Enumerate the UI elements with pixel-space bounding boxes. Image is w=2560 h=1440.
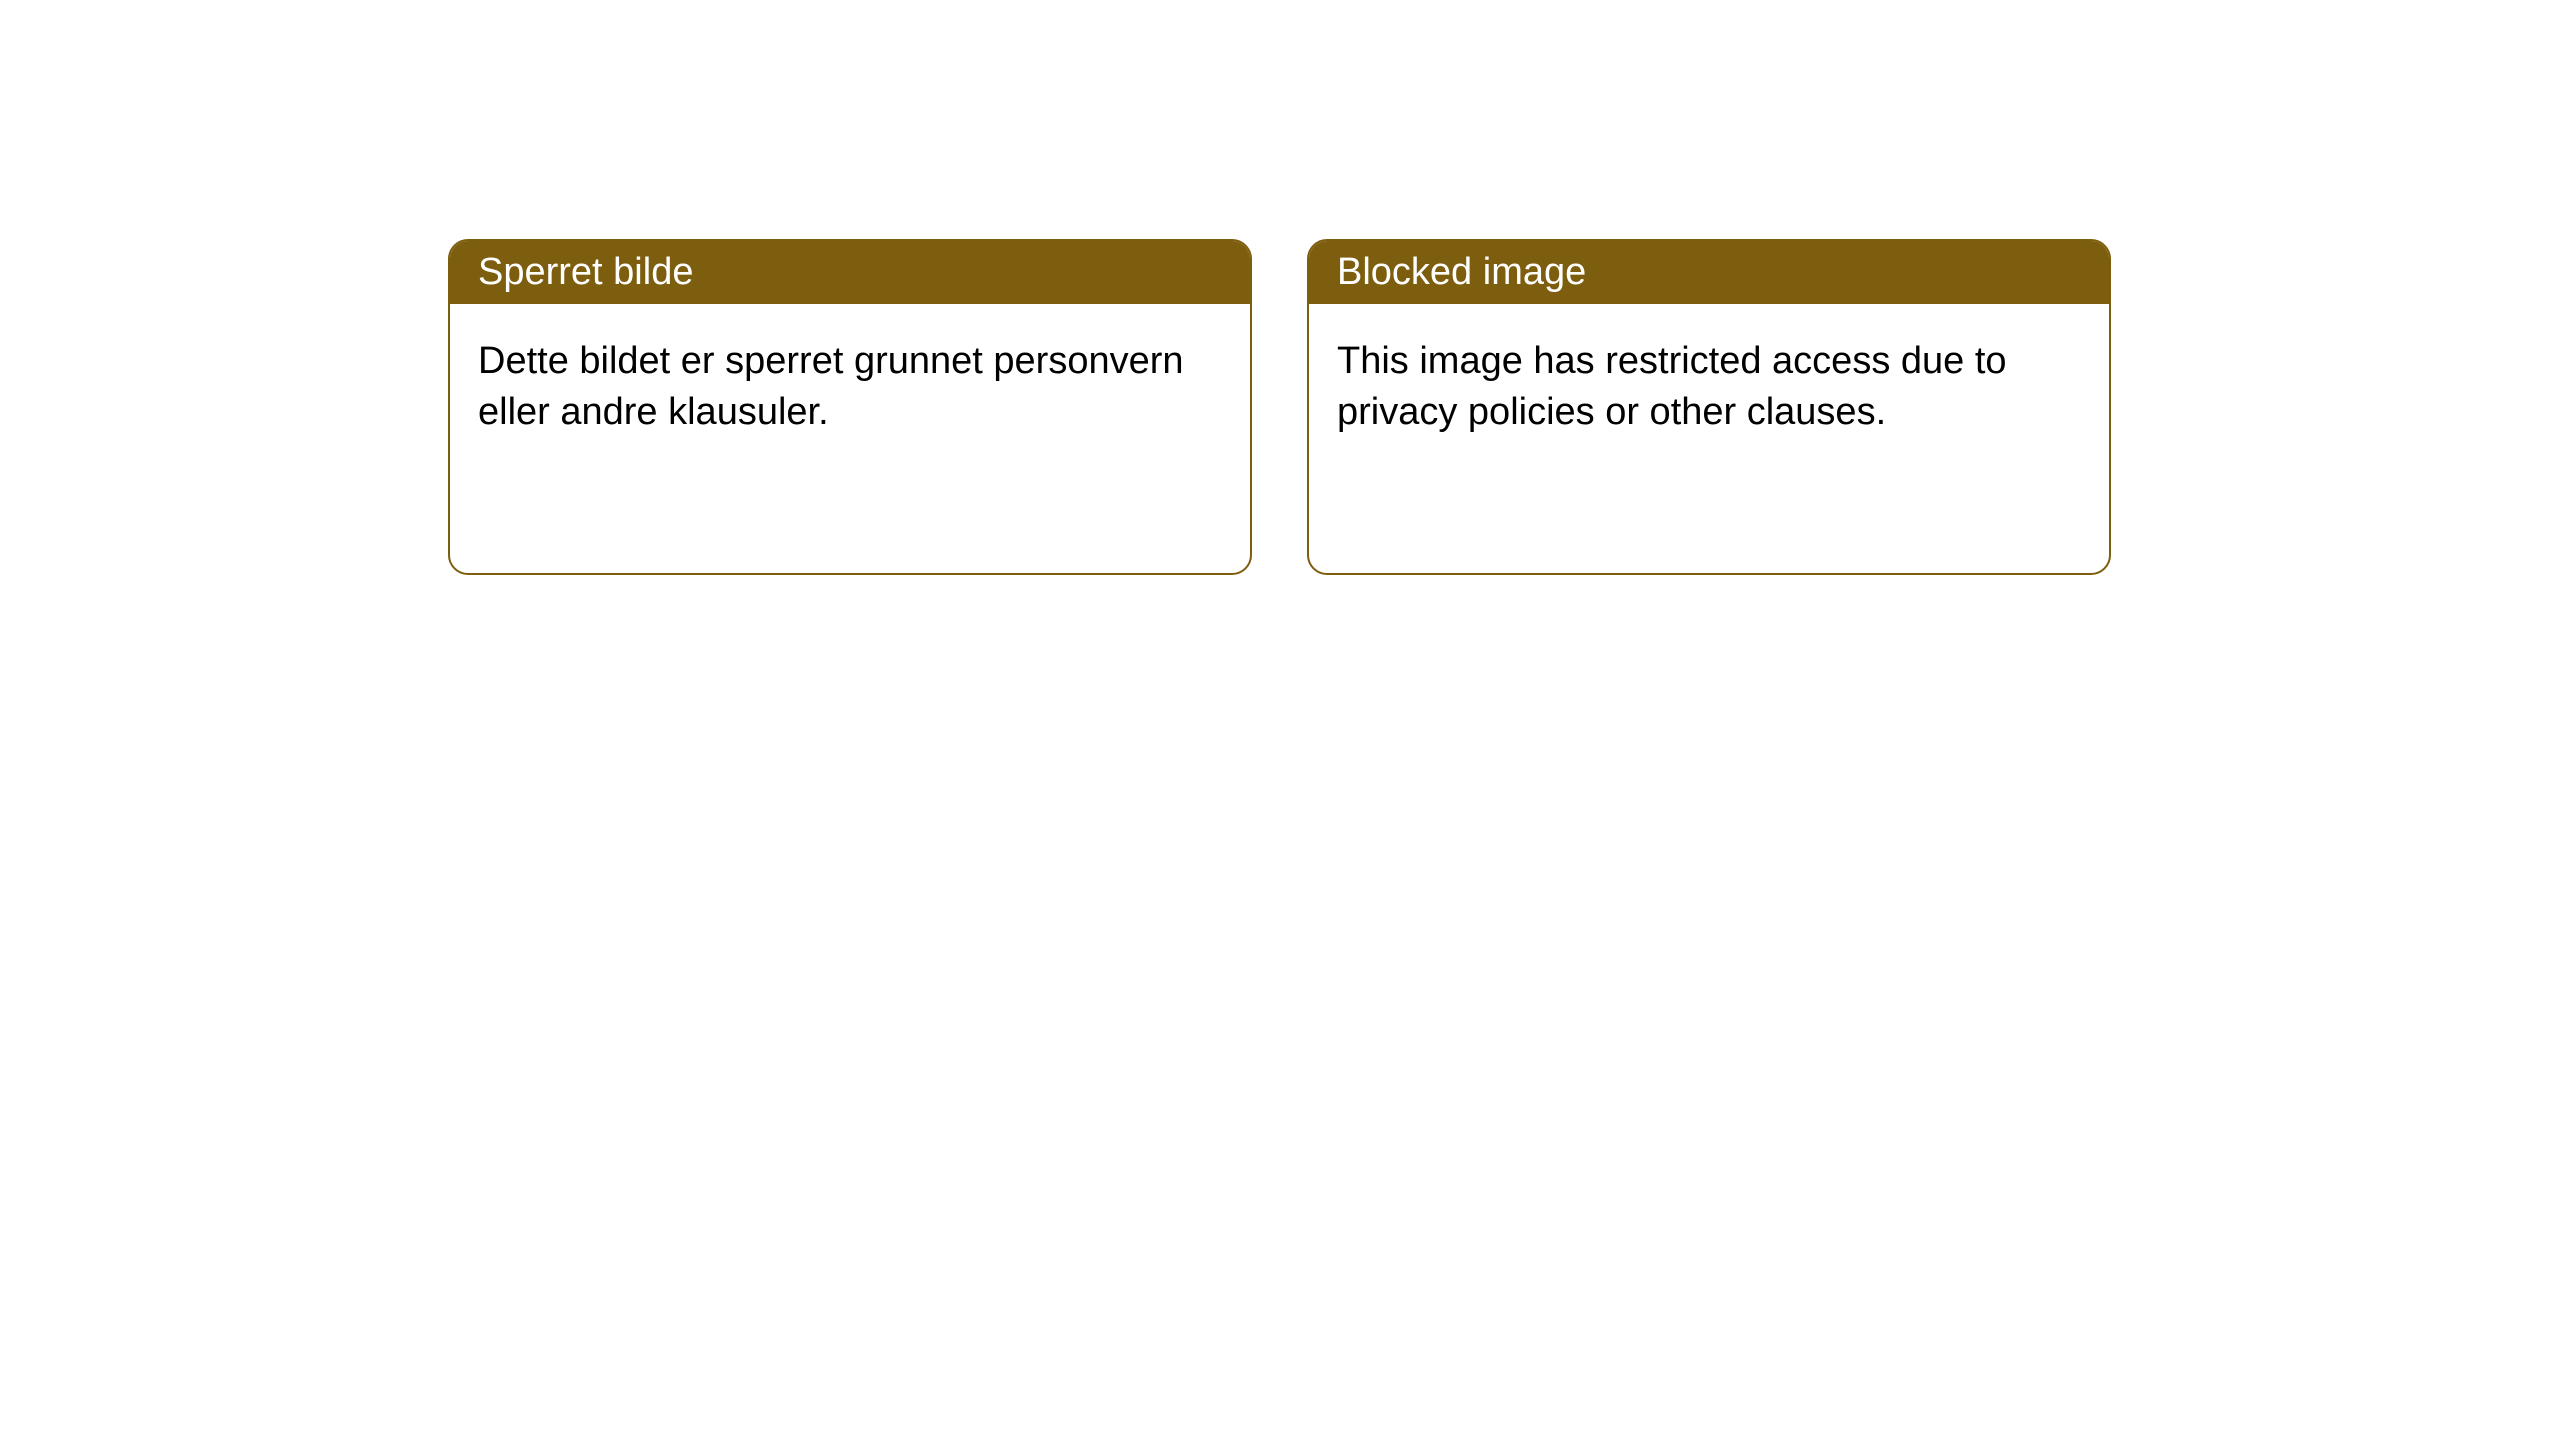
notice-card-text: Dette bildet er sperret grunnet personve… <box>478 340 1184 433</box>
notice-card-text: This image has restricted access due to … <box>1337 340 2007 433</box>
notice-card-title: Blocked image <box>1337 251 1586 293</box>
notice-card-norwegian: Sperret bilde Dette bildet er sperret gr… <box>448 239 1252 575</box>
notice-card-header: Blocked image <box>1309 241 2109 304</box>
notice-card-header: Sperret bilde <box>450 241 1250 304</box>
notice-card-body: Dette bildet er sperret grunnet personve… <box>450 304 1250 471</box>
notice-card-body: This image has restricted access due to … <box>1309 304 2109 471</box>
notice-card-english: Blocked image This image has restricted … <box>1307 239 2111 575</box>
notice-cards-container: Sperret bilde Dette bildet er sperret gr… <box>0 0 2560 575</box>
notice-card-title: Sperret bilde <box>478 251 693 293</box>
